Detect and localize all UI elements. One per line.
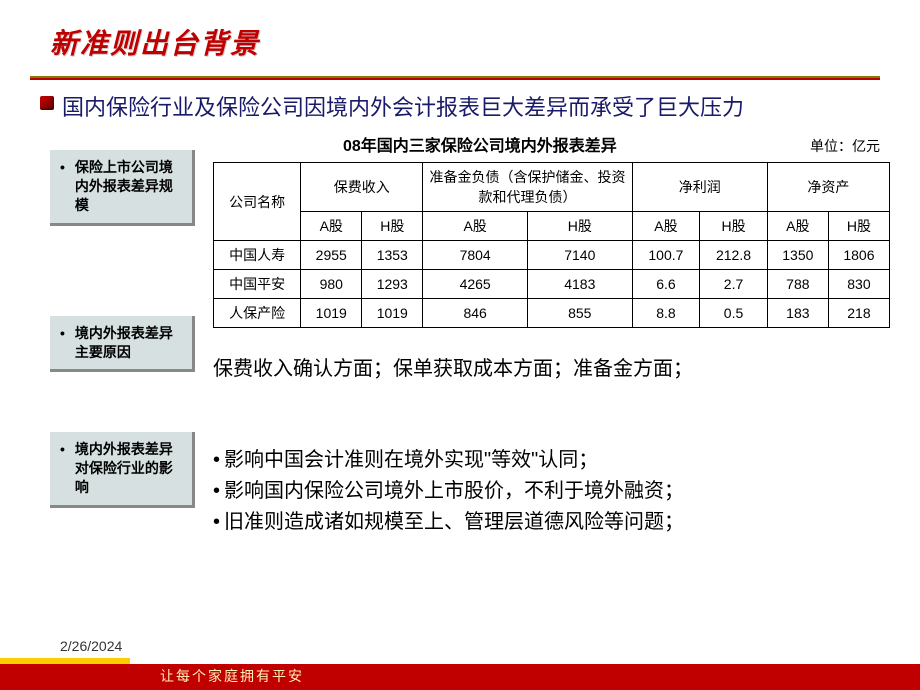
cell: 2.7 [700, 270, 768, 299]
cell: 6.6 [632, 270, 700, 299]
cell: 855 [527, 299, 632, 328]
cell: 1019 [362, 299, 423, 328]
cell: 846 [423, 299, 528, 328]
col-equity: 净资产 [767, 163, 889, 212]
impact-list: 影响中国会计准则在境外实现"等效"认同； 影响国内保险公司境外上市股价，不利于境… [213, 445, 890, 538]
cell: 1806 [828, 241, 889, 270]
cell: 人保产险 [214, 299, 301, 328]
cell: 中国人寿 [214, 241, 301, 270]
cell: 4183 [527, 270, 632, 299]
cell: 1353 [362, 241, 423, 270]
cell: 4265 [423, 270, 528, 299]
cell: 100.7 [632, 241, 700, 270]
side-box-scale: •保险上市公司境内外报表差异规模 [50, 150, 195, 226]
cell: 183 [767, 299, 828, 328]
col-profit: 净利润 [632, 163, 767, 212]
side-box-label: 境内外报表差异对保险行业的影响 [75, 440, 186, 497]
impact-item: 旧准则造成诸如规模至上、管理层道德风险等问题； [213, 507, 890, 538]
cell: 7804 [423, 241, 528, 270]
side-box-reason: •境内外报表差异主要原因 [50, 316, 195, 373]
sub-heading: 国内保险行业及保险公司因境内外会计报表巨大差异而承受了巨大压力 [62, 90, 744, 122]
slide-title: 新准则出台背景 [50, 22, 920, 62]
side-box-label: 保险上市公司境内外报表差异规模 [75, 158, 186, 215]
cell: 8.8 [632, 299, 700, 328]
sub-a: A股 [301, 212, 362, 241]
sub-h: H股 [828, 212, 889, 241]
cell: 980 [301, 270, 362, 299]
cell: 2955 [301, 241, 362, 270]
cell: 1350 [767, 241, 828, 270]
diff-table: 公司名称 保费收入 准备金负债（含保护储金、投资款和代理负债） 净利润 净资产 … [213, 162, 890, 328]
table-row: 人保产险 1019 1019 846 855 8.8 0.5 183 218 [214, 299, 890, 328]
col-company: 公司名称 [214, 163, 301, 241]
cell: 7140 [527, 241, 632, 270]
sub-a: A股 [767, 212, 828, 241]
cell: 1293 [362, 270, 423, 299]
footer-bar [0, 664, 920, 690]
side-box-label: 境内外报表差异主要原因 [75, 324, 186, 362]
sub-h: H股 [362, 212, 423, 241]
table-row: 中国人寿 2955 1353 7804 7140 100.7 212.8 135… [214, 241, 890, 270]
reason-text: 保费收入确认方面；保单获取成本方面；准备金方面； [213, 352, 890, 381]
sub-h: H股 [700, 212, 768, 241]
bullet-icon [40, 96, 54, 110]
cell: 788 [767, 270, 828, 299]
cell: 0.5 [700, 299, 768, 328]
footer-date: 2/26/2024 [60, 638, 122, 654]
table-unit: 单位：亿元 [810, 136, 890, 156]
sub-a: A股 [423, 212, 528, 241]
cell: 830 [828, 270, 889, 299]
table-title: 08年国内三家保险公司境内外报表差异 [343, 132, 617, 156]
impact-item: 影响国内保险公司境外上市股价，不利于境外融资； [213, 476, 890, 507]
impact-item: 影响中国会计准则在境外实现"等效"认同； [213, 445, 890, 476]
cell: 212.8 [700, 241, 768, 270]
side-box-impact: •境内外报表差异对保险行业的影响 [50, 432, 195, 508]
cell: 218 [828, 299, 889, 328]
cell: 中国平安 [214, 270, 301, 299]
footer-slogan: 让每个家庭拥有平安 [160, 666, 304, 686]
cell: 1019 [301, 299, 362, 328]
col-premium: 保费收入 [301, 163, 423, 212]
sub-h: H股 [527, 212, 632, 241]
col-reserve: 准备金负债（含保护储金、投资款和代理负债） [423, 163, 632, 212]
sub-a: A股 [632, 212, 700, 241]
table-row: 中国平安 980 1293 4265 4183 6.6 2.7 788 830 [214, 270, 890, 299]
